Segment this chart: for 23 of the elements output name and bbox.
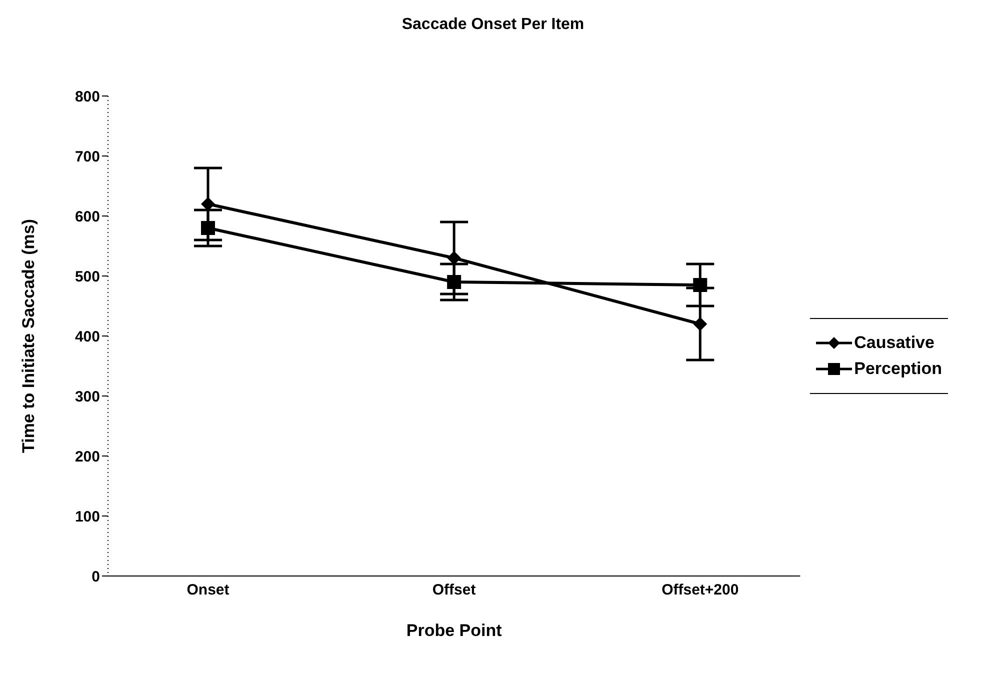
point bbox=[447, 251, 462, 265]
y-tick-label: 700 bbox=[74, 148, 100, 166]
y-tick-label: 200 bbox=[74, 448, 100, 466]
x-axis-title: Probe Point bbox=[406, 621, 502, 640]
point bbox=[201, 197, 215, 211]
point bbox=[447, 275, 462, 289]
x-tick-label: Offset bbox=[432, 582, 476, 599]
legend-label: Perception bbox=[854, 359, 942, 379]
y-tick-label: 0 bbox=[92, 568, 100, 586]
y-tick-label: 800 bbox=[74, 88, 100, 106]
chart-title: Saccade Onset Per Item bbox=[400, 15, 586, 35]
point bbox=[693, 317, 708, 331]
y-tick-label: 300 bbox=[74, 388, 100, 406]
y-tick-label: 100 bbox=[74, 508, 100, 526]
y-tick-label: 400 bbox=[74, 328, 100, 346]
y-tick-label: 600 bbox=[74, 208, 100, 226]
y-tick-label: 500 bbox=[74, 268, 100, 286]
point bbox=[693, 278, 708, 292]
y-axis-title: Time to Initiate Saccade (ms) bbox=[19, 219, 38, 453]
legend-label: Causative bbox=[854, 333, 934, 353]
x-tick-label: Onset bbox=[186, 582, 230, 599]
x-tick-label: Offset+200 bbox=[662, 582, 739, 599]
point bbox=[201, 221, 215, 235]
